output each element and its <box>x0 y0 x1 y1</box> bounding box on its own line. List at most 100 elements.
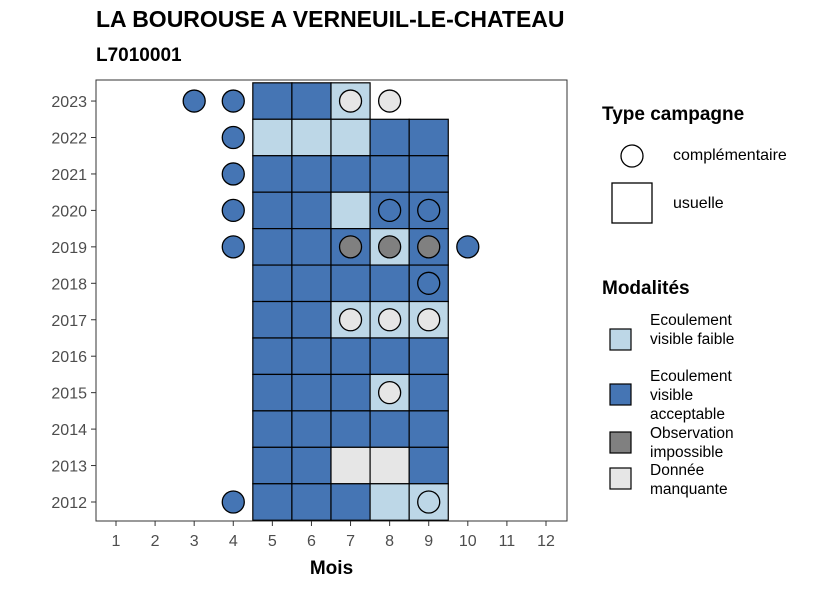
legend-mod-key-impossible <box>609 431 632 454</box>
y-tick-label-2022: 2022 <box>51 131 87 148</box>
point-2017-8 <box>377 308 402 332</box>
x-axis-title: Mois <box>310 558 353 579</box>
tile-2016-8 <box>369 337 410 376</box>
tile-2021-5 <box>252 155 293 193</box>
legend-mod-key-manquante <box>609 467 632 490</box>
tile-2016-6 <box>291 337 332 376</box>
tile-2019-5 <box>252 228 293 266</box>
tile-2021-7 <box>330 155 371 193</box>
point-2019-9 <box>417 235 441 259</box>
point-2012-4 <box>221 490 245 514</box>
tile-2020-7 <box>330 191 371 230</box>
y-tick-label-2015: 2015 <box>51 386 87 403</box>
point-2017-9 <box>417 308 441 332</box>
tile-2018-6 <box>291 264 332 303</box>
tile-2021-6 <box>291 155 332 193</box>
tile-2015-5 <box>252 373 293 412</box>
x-tick-label-10: 10 <box>459 533 477 550</box>
y-tick-label-2014: 2014 <box>51 422 87 439</box>
tile-2016-7 <box>330 337 371 376</box>
point-2021-4 <box>221 162 245 186</box>
point-2020-4 <box>221 198 245 223</box>
x-tick-label-9: 9 <box>424 533 433 550</box>
tile-2021-8 <box>369 155 410 193</box>
tile-2013-7 <box>330 446 371 485</box>
tile-2014-7 <box>330 410 371 448</box>
tile-2019-6 <box>291 228 332 266</box>
point-2023-4 <box>221 89 245 113</box>
tile-2015-7 <box>330 373 371 412</box>
tile-2022-9 <box>408 118 449 157</box>
y-tick-label-2016: 2016 <box>51 349 87 366</box>
tile-2016-9 <box>408 337 449 376</box>
tile-2017-6 <box>291 300 332 339</box>
tile-2012-7 <box>330 483 371 521</box>
tile-2015-6 <box>291 373 332 412</box>
tile-2022-7 <box>330 118 371 157</box>
tile-2021-9 <box>408 155 449 193</box>
tile-2013-8 <box>369 446 410 485</box>
tile-2012-8 <box>369 483 410 521</box>
x-tick-label-1: 1 <box>112 533 121 550</box>
point-2023-7 <box>338 89 363 113</box>
chart-title: LA BOUROUSE A VERNEUIL-LE-CHATEAU <box>96 6 565 32</box>
tile-2018-5 <box>252 264 293 303</box>
tile-2017-5 <box>252 300 293 339</box>
y-tick-label-2013: 2013 <box>51 459 87 476</box>
x-tick-label-2: 2 <box>151 533 160 550</box>
tile-2020-6 <box>291 191 332 230</box>
tile-2023-7 <box>330 82 371 120</box>
legend-type-title: Type campagne <box>602 104 745 125</box>
legend-mod-key-faible <box>609 328 632 351</box>
legend-type-label-usuelle: usuelle <box>673 195 724 212</box>
y-tick-label-2020: 2020 <box>51 203 87 220</box>
point-2015-8 <box>377 380 402 405</box>
x-tick-label-3: 3 <box>190 533 199 550</box>
point-2019-7 <box>338 235 363 259</box>
legend-type-label-complementaire: complémentaire <box>673 147 787 164</box>
point-2017-7 <box>338 308 363 332</box>
tile-2022-6 <box>291 118 332 157</box>
x-tick-label-4: 4 <box>229 533 238 550</box>
legend-type-key-complementaire <box>620 144 644 168</box>
tile-2013-5 <box>252 446 293 485</box>
tile-2012-5 <box>252 483 293 521</box>
tile-2022-5 <box>252 118 293 157</box>
tile-2020-5 <box>252 191 293 230</box>
legend-mod-label-faible: Ecoulement visible faible <box>650 312 735 348</box>
x-tick-label-5: 5 <box>268 533 277 550</box>
legend-mod-key-acceptable <box>609 383 632 406</box>
tile-2013-6 <box>291 446 332 485</box>
tile-2023-6 <box>291 82 332 120</box>
point-2019-8 <box>377 235 402 259</box>
legend-mod-label-acceptable: Ecoulement visible acceptable <box>650 368 732 423</box>
legend-mod-label-impossible: Observation impossible <box>650 425 734 461</box>
y-tick-label-2019: 2019 <box>51 240 87 257</box>
tile-2018-7 <box>330 264 371 303</box>
y-tick-label-2017: 2017 <box>51 313 87 330</box>
point-2019-10 <box>456 235 480 259</box>
tile-2014-9 <box>408 410 449 448</box>
point-2022-4 <box>221 125 245 150</box>
tile-2016-5 <box>252 337 293 376</box>
tile-2013-9 <box>408 446 449 485</box>
tile-2023-5 <box>252 82 293 120</box>
tile-2012-6 <box>291 483 332 521</box>
tile-2014-8 <box>369 410 410 448</box>
legend-type-key-usuelle <box>611 182 653 224</box>
point-2023-8 <box>377 89 402 113</box>
point-2012-9 <box>417 490 441 514</box>
point-2023-3 <box>182 89 206 113</box>
point-2020-9 <box>417 198 441 223</box>
point-2020-8 <box>377 198 402 223</box>
tile-2014-5 <box>252 410 293 448</box>
tile-2014-6 <box>291 410 332 448</box>
x-tick-label-7: 7 <box>346 533 355 550</box>
y-tick-label-2021: 2021 <box>51 167 87 184</box>
tile-2015-9 <box>408 373 449 412</box>
chart-subtitle: L7010001 <box>96 45 182 66</box>
tile-2018-8 <box>369 264 410 303</box>
x-tick-label-6: 6 <box>307 533 316 550</box>
point-2019-4 <box>221 235 245 259</box>
